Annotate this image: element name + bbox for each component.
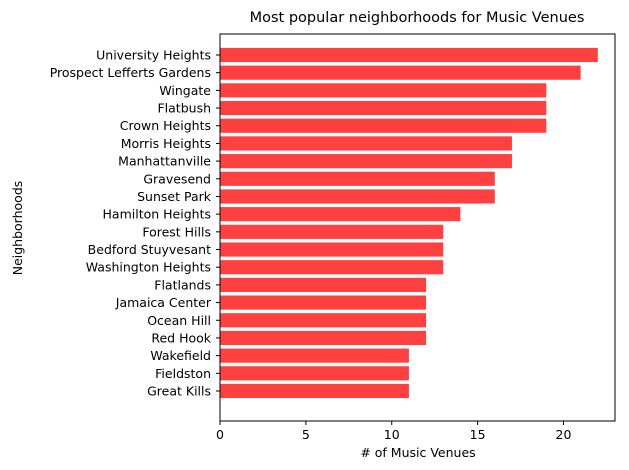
x-tick-labels: 0 5 10 15 20 xyxy=(216,421,571,442)
x-tick-label: 15 xyxy=(470,427,486,442)
y-tick-label: Ocean Hill xyxy=(147,313,211,328)
bar-gravesend xyxy=(220,171,495,186)
y-tick-label: Forest Hills xyxy=(142,224,211,239)
x-tick-label: 5 xyxy=(302,427,310,442)
x-tick-label: 20 xyxy=(556,427,572,442)
bar-manhattanville xyxy=(220,154,512,169)
bar-flatbush xyxy=(220,100,547,116)
bar-sunset-park xyxy=(220,189,495,204)
y-tick-label: Prospect Lefferts Gardens xyxy=(50,65,211,80)
y-tick-label: Bedford Stuyvesant xyxy=(88,242,211,257)
chart-title: Most popular neighborhoods for Music Ven… xyxy=(250,10,585,26)
bar-morris-heights xyxy=(220,136,512,151)
x-tick-label: 10 xyxy=(384,427,400,442)
y-tick-label: Wakefield xyxy=(150,348,211,363)
bar-wakefield xyxy=(220,348,409,363)
x-tick-label: 0 xyxy=(216,427,224,442)
y-tick-label: Morris Heights xyxy=(121,136,211,151)
y-tick-label: Washington Heights xyxy=(86,260,211,275)
bar-great-kills xyxy=(220,383,409,399)
y-tick-label: Fieldston xyxy=(155,366,211,381)
bar-flatlands xyxy=(220,277,427,292)
bar-ocean-hill xyxy=(220,313,427,328)
y-tick-label: Crown Heights xyxy=(120,118,211,133)
y-tick-label: Jamaica Center xyxy=(115,295,212,310)
y-tick-label: Flatbush xyxy=(157,101,211,116)
bar-prospect-lefferts-gardens xyxy=(220,65,581,80)
y-tick-label: Great Kills xyxy=(147,384,211,399)
bar-fieldston xyxy=(220,366,409,381)
plot-frame xyxy=(219,33,616,422)
y-axis-label: Neighborhoods xyxy=(10,181,25,276)
y-tick-label: Sunset Park xyxy=(137,189,212,204)
y-tick-labels: University Heights Prospect Lefferts Gard… xyxy=(50,48,220,399)
bar-hamilton-heights xyxy=(220,207,461,222)
y-tick-label: Manhattanville xyxy=(118,154,211,169)
bar-university-heights xyxy=(220,47,598,63)
x-axis-label: # of Music Venues xyxy=(360,445,475,460)
y-tick-label: Wingate xyxy=(159,83,211,98)
bar-red-hook xyxy=(220,330,427,346)
bar-bedford-stuyvesant xyxy=(220,242,444,257)
bar-forest-hills xyxy=(220,224,444,239)
y-tick-label: Red Hook xyxy=(151,330,211,345)
y-tick-label: University Heights xyxy=(96,48,211,63)
bar-washington-heights xyxy=(220,260,444,275)
y-tick-label: Hamilton Heights xyxy=(103,207,211,222)
bar-crown-heights xyxy=(220,118,547,133)
bar-jamaica-center xyxy=(220,295,427,310)
bar-wingate xyxy=(220,83,547,98)
bars-group xyxy=(220,47,598,399)
y-tick-label: Flatlands xyxy=(154,277,211,292)
y-tick-label: Gravesend xyxy=(143,171,211,186)
